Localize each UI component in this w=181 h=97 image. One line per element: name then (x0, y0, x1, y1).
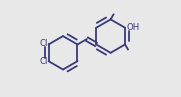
Text: OH: OH (126, 23, 139, 32)
Text: Cl: Cl (39, 57, 47, 66)
Text: Cl: Cl (39, 39, 47, 48)
